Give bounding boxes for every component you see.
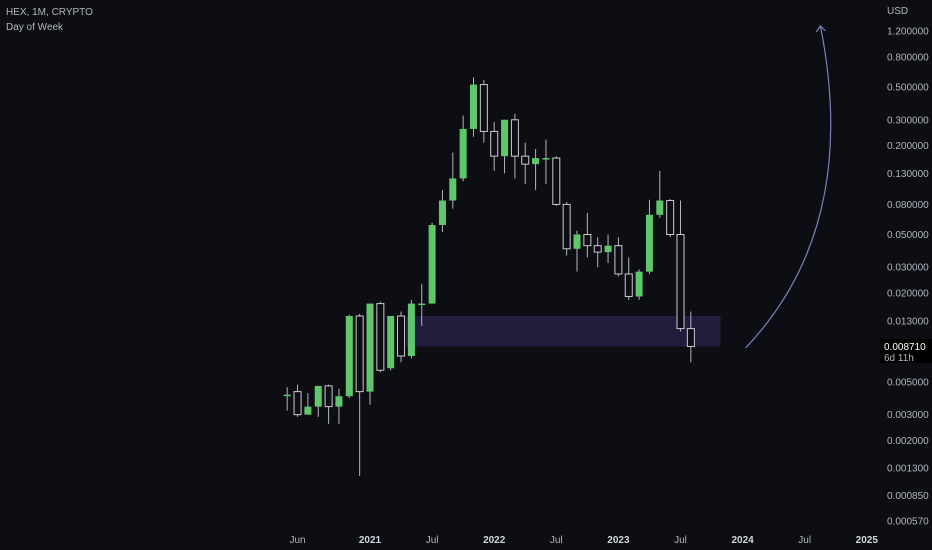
time-tick-label: 2023: [607, 535, 630, 546]
candle-body-up: [459, 128, 467, 179]
time-tick-label: Jun: [289, 535, 305, 546]
candle-body-up: [387, 316, 395, 369]
candle-body-down: [686, 328, 695, 347]
time-tick-label: Jul: [674, 535, 687, 546]
candle-body-down: [583, 234, 592, 247]
price-tick-label: 0.001300: [887, 464, 929, 475]
candle-body-up: [449, 178, 457, 201]
price-tick-label: 0.080000: [887, 200, 929, 211]
candle-body-down: [293, 391, 302, 416]
candle-body-down: [624, 273, 633, 297]
candle-body-down: [666, 200, 675, 236]
candle-body-down: [376, 303, 385, 371]
candle-body-down: [552, 157, 561, 205]
chart-symbol-title[interactable]: HEX, 1M, CRYPTO: [6, 7, 93, 18]
candle-countdown-label: 6d 11h: [884, 353, 914, 364]
candle-body-up: [438, 200, 446, 225]
time-tick-label: 2022: [483, 535, 506, 546]
candle-body-down: [324, 385, 333, 408]
candle-body-up: [532, 158, 540, 165]
candle-body-down: [676, 234, 685, 330]
candle-body-down: [510, 119, 519, 157]
candle-body-down: [355, 315, 364, 393]
price-tick-label: 0.200000: [887, 141, 929, 152]
candle-body-down: [479, 84, 488, 132]
candle-body-up: [304, 406, 312, 415]
time-tick-label: 2021: [359, 535, 382, 546]
zone-layer: [406, 316, 721, 347]
candle-body-up: [470, 84, 477, 129]
candle-body-down: [397, 315, 406, 357]
candle-body-down: [562, 203, 571, 250]
indicator-title[interactable]: Day of Week: [6, 22, 64, 33]
support-zone: [406, 316, 721, 347]
price-tick-label: 0.500000: [887, 83, 929, 94]
time-tick-label: Jul: [798, 535, 811, 546]
price-axis[interactable]: USD 1.200000 0.800000 0.500000 0.300000 0.20…: [887, 6, 929, 528]
price-tick-label: 0.050000: [887, 230, 929, 241]
time-tick-label: 2024: [731, 535, 754, 546]
current-price-label: 0.008710: [884, 342, 926, 353]
price-tick-label: 0.003000: [887, 410, 929, 421]
price-tick-label: 0.020000: [887, 289, 929, 300]
candle-body-up: [407, 303, 415, 356]
price-tick-label: 0.000850: [887, 491, 929, 502]
candle-body-down: [593, 245, 602, 253]
projection-arrow-line: [745, 25, 832, 349]
price-tick-label: 0.013000: [887, 316, 929, 327]
price-tick-label: 1.200000: [887, 27, 929, 38]
candle-body-up: [645, 214, 653, 272]
time-axis[interactable]: Jun 2021 Jul 2022 Jul 2023 Jul 2024 Jul 2025: [289, 535, 878, 546]
candle-body-up: [573, 234, 581, 249]
price-tick-label: 0.800000: [887, 52, 929, 63]
candle-body-up: [283, 394, 291, 397]
price-tick-label: 0.002000: [887, 436, 929, 447]
candle-body-down: [521, 155, 530, 165]
candle-body-up: [656, 200, 664, 215]
candle-body-up: [314, 385, 322, 407]
candle-body-down: [614, 245, 623, 275]
candle-body-up: [345, 316, 353, 397]
price-tick-label: 0.000570: [887, 517, 929, 528]
candle-layer: [283, 77, 695, 477]
candle-body-up: [366, 303, 374, 392]
price-axis-unit: USD: [887, 6, 908, 17]
time-tick-label: Jul: [550, 535, 563, 546]
projection-arrow-head: [815, 24, 826, 33]
candle-body-up: [335, 396, 343, 407]
current-price-tag: 0.008710 6d 11h: [880, 339, 932, 364]
time-tick-label: 2025: [856, 535, 879, 546]
candle-body-up: [635, 271, 643, 297]
price-tick-label: 0.005000: [887, 377, 929, 388]
candle-body-up: [501, 119, 509, 157]
price-tick-label: 0.300000: [887, 115, 929, 126]
current-price-tag-bg: [880, 339, 932, 363]
arrow-layer: [745, 24, 832, 349]
price-tick-label: 0.130000: [887, 169, 929, 180]
candle-body-down: [490, 130, 499, 157]
candle-body-up: [542, 158, 550, 160]
candle-body-up: [428, 224, 436, 304]
price-tick-label: 0.030000: [887, 263, 929, 274]
time-tick-label: Jul: [426, 535, 439, 546]
candle-body-up: [418, 303, 426, 306]
candle-body-up: [604, 245, 612, 253]
